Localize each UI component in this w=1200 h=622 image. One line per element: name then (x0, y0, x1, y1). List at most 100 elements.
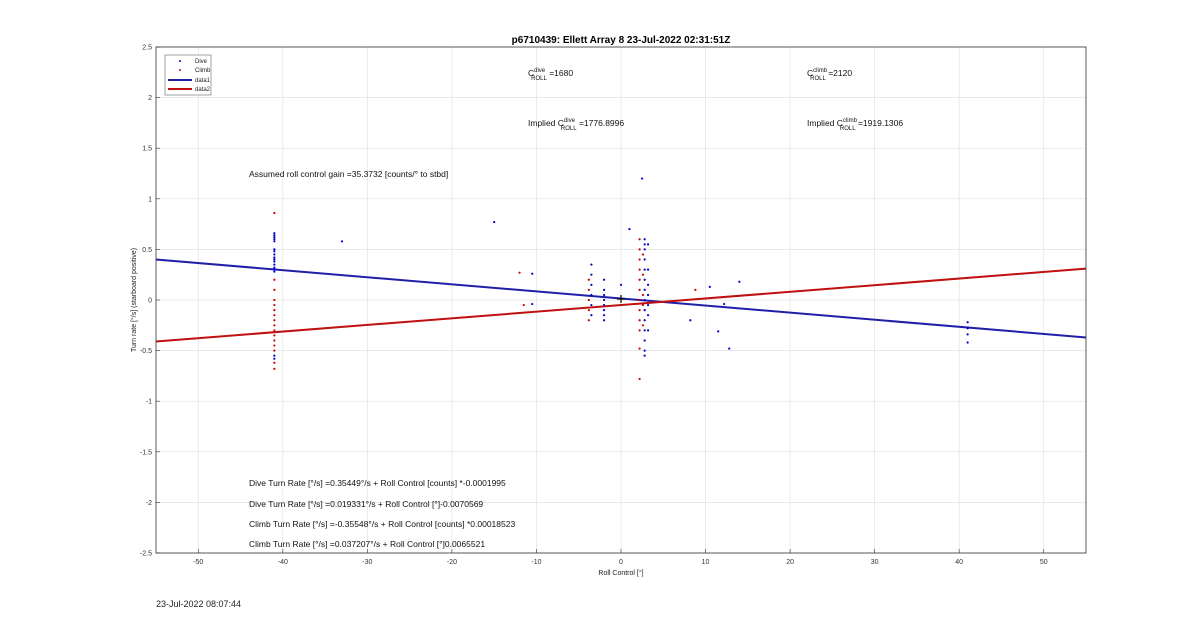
climb-point (587, 298, 590, 302)
axes-box (155, 46, 1087, 554)
y-tick-label: -1.5 (140, 449, 152, 456)
climb-point (641, 273, 645, 276)
x-tick-label: 40 (955, 559, 963, 566)
dive-point (646, 243, 650, 246)
x-tick-label: 50 (1040, 559, 1048, 566)
x-tick-label: -40 (278, 559, 288, 566)
climb-point (638, 298, 641, 302)
climb-point (273, 339, 276, 342)
dive-point (273, 263, 276, 266)
x-axis-label: Roll Control [°] (598, 569, 643, 577)
dive-point (643, 258, 646, 261)
climb-point (273, 288, 276, 291)
dive-point (643, 243, 646, 246)
dive-point (590, 283, 593, 286)
climb-point (273, 298, 276, 302)
equation-1: Dive Turn Rate [°/s] =0.35449°/s + Roll … (249, 478, 506, 488)
dive-point (273, 238, 276, 241)
climb-point (273, 314, 276, 317)
dive-point (590, 314, 593, 317)
dive-point (273, 260, 276, 263)
dive-point (643, 288, 646, 291)
climb-point (638, 309, 641, 312)
x-tick-label: 0 (619, 559, 623, 566)
dive-point (643, 268, 646, 271)
y-ticks: -2.5 -2 -1.5 -1 -0.5 0 0.5 1 1.5 2 2.5 (140, 45, 160, 558)
y-tick-label: -0.5 (140, 348, 152, 355)
x-tick-label: 20 (786, 559, 794, 566)
climb-point (641, 293, 645, 297)
dive-point (643, 329, 646, 332)
x-tick-label: -20 (447, 559, 457, 566)
climb-point (273, 367, 276, 370)
dive-point (717, 330, 720, 333)
dive-point (531, 302, 534, 306)
y-tick-label: 0 (148, 298, 152, 305)
gain-annotation: Assumed roll control gain =35.3732 [coun… (249, 169, 448, 179)
dive-point (340, 240, 344, 243)
climb-point (638, 347, 641, 350)
climb-point (273, 344, 276, 347)
dive-point (646, 268, 650, 271)
climb-point (518, 271, 521, 274)
legend: Dive Climb data1 data2 (164, 54, 212, 96)
dive-point (643, 298, 646, 302)
dive-point (590, 273, 593, 276)
implied-climb-annotation: Implied Cclimb ROLL =1919.1306 (807, 118, 903, 132)
dive-point (619, 283, 623, 286)
climb-point (638, 377, 641, 381)
x-tick-label: -10 (531, 559, 541, 566)
legend-climb-marker (179, 69, 181, 71)
climb-point (273, 319, 276, 322)
climb-point (641, 253, 645, 256)
dive-point (493, 220, 496, 224)
dive-point (966, 333, 969, 336)
dive-point (643, 319, 646, 322)
legend-climb-label: Climb (195, 68, 211, 74)
equation-4: Climb Turn Rate [°/s] =0.037207°/s + Rol… (249, 539, 485, 549)
dive-point (273, 232, 276, 235)
dive-point (643, 339, 646, 342)
dive-point (602, 303, 606, 307)
climb-point (587, 309, 590, 312)
y-tick-label: 0.5 (142, 247, 152, 254)
dive-point (966, 327, 969, 330)
y-tick-label: -1 (146, 399, 152, 406)
dive-point (689, 319, 692, 322)
legend-dive-label: Dive (195, 59, 208, 65)
dive-point (273, 266, 276, 269)
x-tick-label: -30 (362, 559, 372, 566)
y-tick-label: -2.5 (140, 551, 152, 558)
climb-point (273, 278, 276, 281)
dive-point (273, 248, 276, 251)
dive-point (273, 268, 276, 271)
climb-point (638, 329, 641, 332)
climb-point (638, 268, 641, 271)
dive-point (602, 309, 606, 312)
dive-point (602, 298, 606, 302)
y-tick-label: 1.5 (142, 146, 152, 153)
dive-point (708, 285, 711, 288)
dive-point (273, 357, 276, 360)
cdive-annotation: Cdive ROLL =1680 (528, 68, 573, 82)
dive-point (273, 253, 276, 256)
dive-point (966, 321, 969, 324)
dive-point (646, 314, 650, 317)
scatter-points (273, 177, 969, 381)
y-tick-label: 2 (148, 95, 152, 102)
dive-point (590, 303, 593, 307)
climb-point (638, 248, 641, 251)
dive-point (602, 293, 606, 297)
dive-point (643, 349, 646, 352)
climb-point (641, 324, 645, 327)
climb-point (273, 211, 276, 215)
x-tick-label: -50 (193, 559, 203, 566)
dive-point (273, 258, 276, 261)
climb-point (273, 349, 276, 352)
cclimb-annotation: Cclimb ROLL =2120 (807, 68, 852, 82)
dive-point (723, 302, 726, 306)
timestamp: 23-Jul-2022 08:07:44 (156, 599, 242, 609)
dive-point (643, 354, 646, 357)
dive-point (602, 314, 606, 317)
